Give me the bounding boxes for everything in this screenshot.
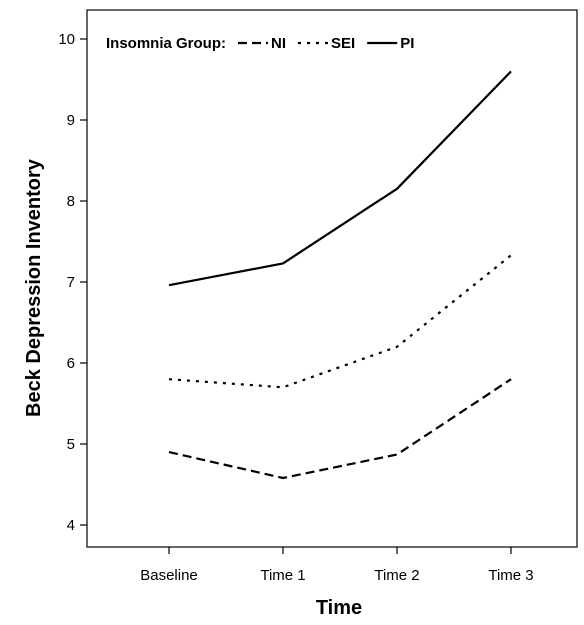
series-line-sei xyxy=(168,254,512,389)
x-tick-label: Time 2 xyxy=(374,567,419,584)
x-axis-title: Time xyxy=(316,597,362,619)
x-tick-label: Baseline xyxy=(140,567,198,584)
y-tick-label: 4 xyxy=(67,517,75,534)
series-layer xyxy=(168,70,512,480)
y-axis: 4 5 6 7 8 9 10 xyxy=(58,31,87,534)
series-line-ni xyxy=(168,378,512,480)
y-axis-title: Beck Depression Inventory xyxy=(23,158,45,417)
plot-frame xyxy=(86,9,578,548)
legend-title: Insomnia Group: xyxy=(106,35,226,52)
y-tick-label: 5 xyxy=(67,436,75,453)
x-axis: Baseline Time 1 Time 2 Time 3 xyxy=(140,547,534,584)
y-tick-label: 8 xyxy=(67,193,75,210)
y-tick-label: 9 xyxy=(67,112,75,129)
y-tick-label: 10 xyxy=(58,31,75,48)
series-line-pi xyxy=(168,70,512,287)
legend-label-ni: NI xyxy=(271,35,286,52)
x-tick-label: Time 1 xyxy=(260,567,305,584)
y-tick-label: 6 xyxy=(67,355,75,372)
x-tick-label: Time 3 xyxy=(488,567,533,584)
legend-label-pi: PI xyxy=(400,35,414,52)
y-tick-label: 7 xyxy=(67,274,75,291)
legend-label-sei: SEI xyxy=(331,35,355,52)
legend: Insomnia Group: NI SEI PI xyxy=(106,35,414,52)
